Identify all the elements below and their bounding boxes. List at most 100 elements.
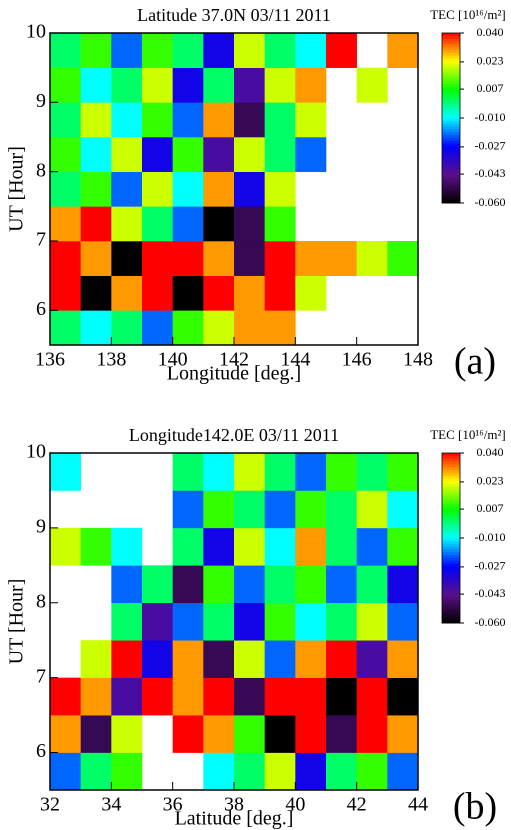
colorbar-cell	[442, 137, 460, 142]
heatmap-cell	[203, 67, 235, 103]
heatmap-cell	[264, 602, 296, 641]
heatmap-cell	[387, 752, 419, 791]
colorbar-cell	[442, 574, 460, 579]
heatmap-cell	[295, 275, 327, 311]
heatmap-cell	[111, 206, 143, 242]
heatmap-cell	[111, 67, 143, 103]
colorbar-cell	[442, 183, 460, 187]
heatmap-cell	[111, 565, 143, 604]
colorbar-cell	[442, 506, 460, 511]
heatmap-cell	[295, 137, 327, 172]
colorbar-cell	[442, 95, 460, 99]
colorbar-cell	[442, 81, 460, 85]
colorbar-cell	[442, 101, 460, 105]
chart-title: Longitude142.0E 03/11 2011	[129, 425, 339, 445]
heatmap-cell	[80, 102, 112, 138]
heatmap-cell	[295, 527, 327, 566]
heatmap-cell	[295, 33, 327, 68]
colorbar-cell	[442, 586, 460, 590]
heatmap-cell	[264, 275, 296, 311]
y-tick-label: 8	[36, 590, 46, 612]
colorbar-cell	[442, 132, 460, 136]
colorbar-cell	[442, 69, 460, 74]
x-tick-label: 148	[403, 349, 433, 371]
heatmap-cell	[264, 171, 296, 207]
heatmap-cell	[80, 206, 112, 242]
colorbar-cell	[442, 515, 460, 519]
colorbar-cell	[442, 472, 460, 477]
heatmap-cell	[203, 275, 235, 311]
chart-title: Latitude 37.0N 03/11 2011	[137, 5, 331, 25]
colorbar-cell	[442, 611, 460, 615]
heatmap-cell	[111, 715, 143, 753]
heatmap-cell	[111, 241, 143, 276]
heatmap-cell	[295, 752, 327, 791]
heatmap-cell	[172, 67, 204, 103]
heatmap-cell	[172, 310, 204, 346]
heatmap-cell	[203, 102, 235, 138]
heatmap-cell	[326, 565, 357, 604]
y-axis-label: UT [Hour]	[6, 146, 28, 232]
colorbar-cell	[442, 543, 460, 547]
heatmap-cell	[264, 137, 296, 172]
heatmap-cell	[80, 715, 112, 753]
heatmap-cell	[234, 137, 265, 172]
heatmap-cell	[50, 715, 81, 753]
heatmap-cell	[50, 527, 81, 566]
colorbar-tick-label: 0.040	[477, 25, 504, 39]
heatmap-cell	[234, 241, 265, 276]
heatmap-cell	[111, 33, 143, 68]
heatmap-cell	[172, 565, 204, 604]
colorbar-cell	[442, 89, 460, 93]
heatmap-cell	[172, 171, 204, 207]
heatmap-cell	[111, 275, 143, 311]
heatmap-cell	[326, 33, 357, 68]
colorbar-cell	[442, 50, 460, 54]
colorbar-cell	[442, 577, 460, 581]
colorbar-tick-label: -0.010	[475, 530, 506, 544]
colorbar-cell	[442, 129, 460, 133]
colorbar-cell	[442, 492, 460, 496]
heatmap-cell	[387, 490, 419, 529]
colorbar-cell	[442, 600, 460, 604]
heatmap-cell	[234, 310, 265, 346]
heatmap-cell	[172, 33, 204, 68]
heatmap-cell	[295, 67, 327, 103]
heatmap-cell	[264, 752, 296, 791]
colorbar-cell	[442, 177, 460, 181]
heatmap-cell	[142, 640, 173, 678]
heatmap-cell	[295, 453, 327, 491]
heatmap-cell	[142, 310, 173, 346]
y-tick-label: 7	[36, 229, 46, 251]
heatmap-cell	[356, 527, 388, 566]
colorbar-cell	[442, 580, 460, 584]
colorbar-cell	[442, 188, 460, 193]
heatmap-cell	[111, 171, 143, 207]
colorbar-tick-label: -0.027	[475, 559, 506, 573]
colorbar-cell	[442, 123, 460, 127]
colorbar-cell	[442, 566, 460, 570]
colorbar-cell	[442, 72, 460, 76]
colorbar-cell	[442, 549, 460, 553]
heatmap-cell	[80, 241, 112, 276]
colorbar-cell	[442, 504, 460, 508]
heatmap-cell	[295, 241, 327, 276]
heatmap-cell	[80, 171, 112, 207]
heatmap-cell	[264, 241, 296, 276]
colorbar-cell	[442, 475, 460, 479]
colorbar-cell	[442, 591, 460, 596]
colorbar-cell	[442, 529, 460, 533]
heatmap-cell	[80, 137, 112, 172]
heatmap-cell	[50, 67, 81, 103]
heatmap-cell	[356, 640, 388, 678]
colorbar-cell	[442, 552, 460, 556]
colorbar-cell	[442, 523, 460, 528]
colorbar-cell	[442, 135, 460, 139]
y-tick-label: 10	[26, 21, 46, 43]
colorbar-tick-label: -0.010	[475, 110, 506, 124]
colorbar-cell	[442, 560, 460, 564]
heatmap-cell	[172, 490, 204, 529]
heatmap-cell	[387, 715, 419, 753]
colorbar-cell	[442, 41, 460, 45]
